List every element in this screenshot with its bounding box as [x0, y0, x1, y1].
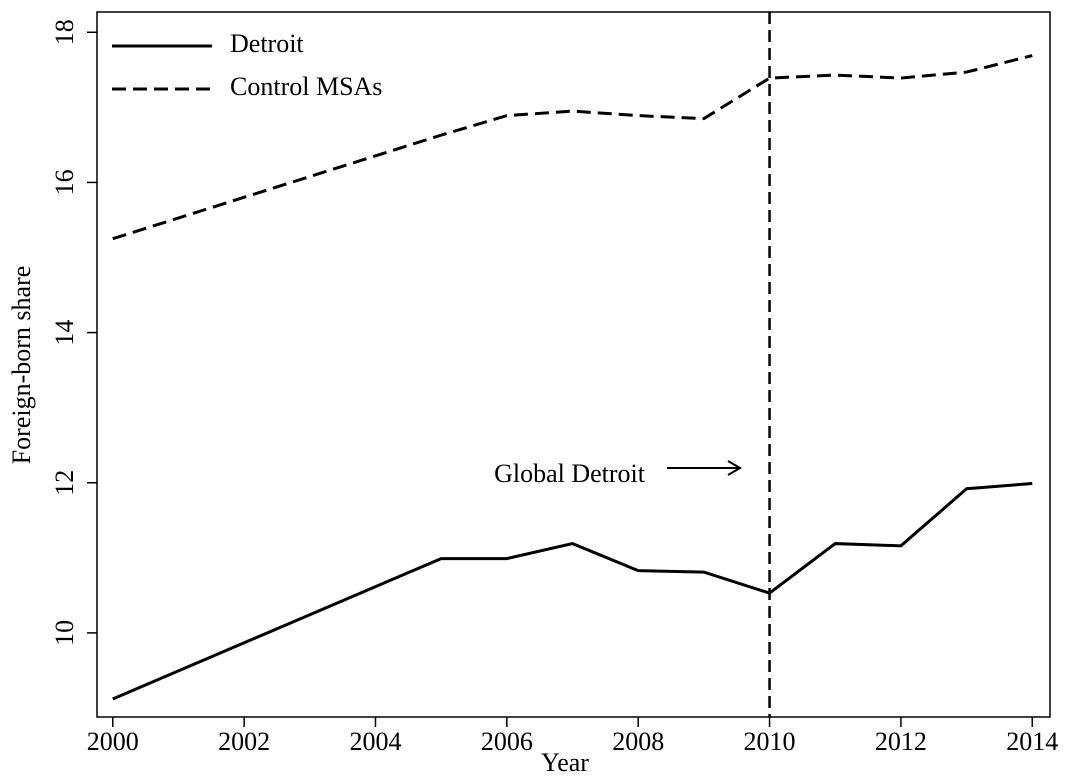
x-tick-label: 2010 — [744, 727, 796, 756]
x-tick-label: 2004 — [349, 727, 401, 756]
x-tick-label: 2012 — [875, 727, 927, 756]
x-tick-label: 2014 — [1006, 727, 1058, 756]
x-tick-label: 2008 — [612, 727, 664, 756]
y-tick-label: 12 — [50, 470, 79, 496]
legend-label: Detroit — [230, 29, 304, 58]
plot-frame — [96, 11, 1051, 718]
x-axis-title: Year — [541, 748, 589, 777]
y-axis-title: Foreign-born share — [7, 266, 36, 465]
legend-label: Control MSAs — [230, 72, 382, 101]
x-tick-label: 2006 — [481, 727, 533, 756]
x-tick-label: 2000 — [87, 727, 139, 756]
y-tick-label: 14 — [50, 320, 79, 346]
y-tick-label: 18 — [50, 19, 79, 45]
x-tick-label: 2002 — [218, 727, 270, 756]
annotation: Global Detroit — [494, 459, 646, 488]
y-tick-label: 16 — [50, 169, 79, 195]
y-tick-label: 10 — [50, 620, 79, 646]
series-line — [112, 54, 1033, 241]
series-line — [112, 482, 1033, 701]
annotation-arrowhead — [727, 460, 742, 476]
